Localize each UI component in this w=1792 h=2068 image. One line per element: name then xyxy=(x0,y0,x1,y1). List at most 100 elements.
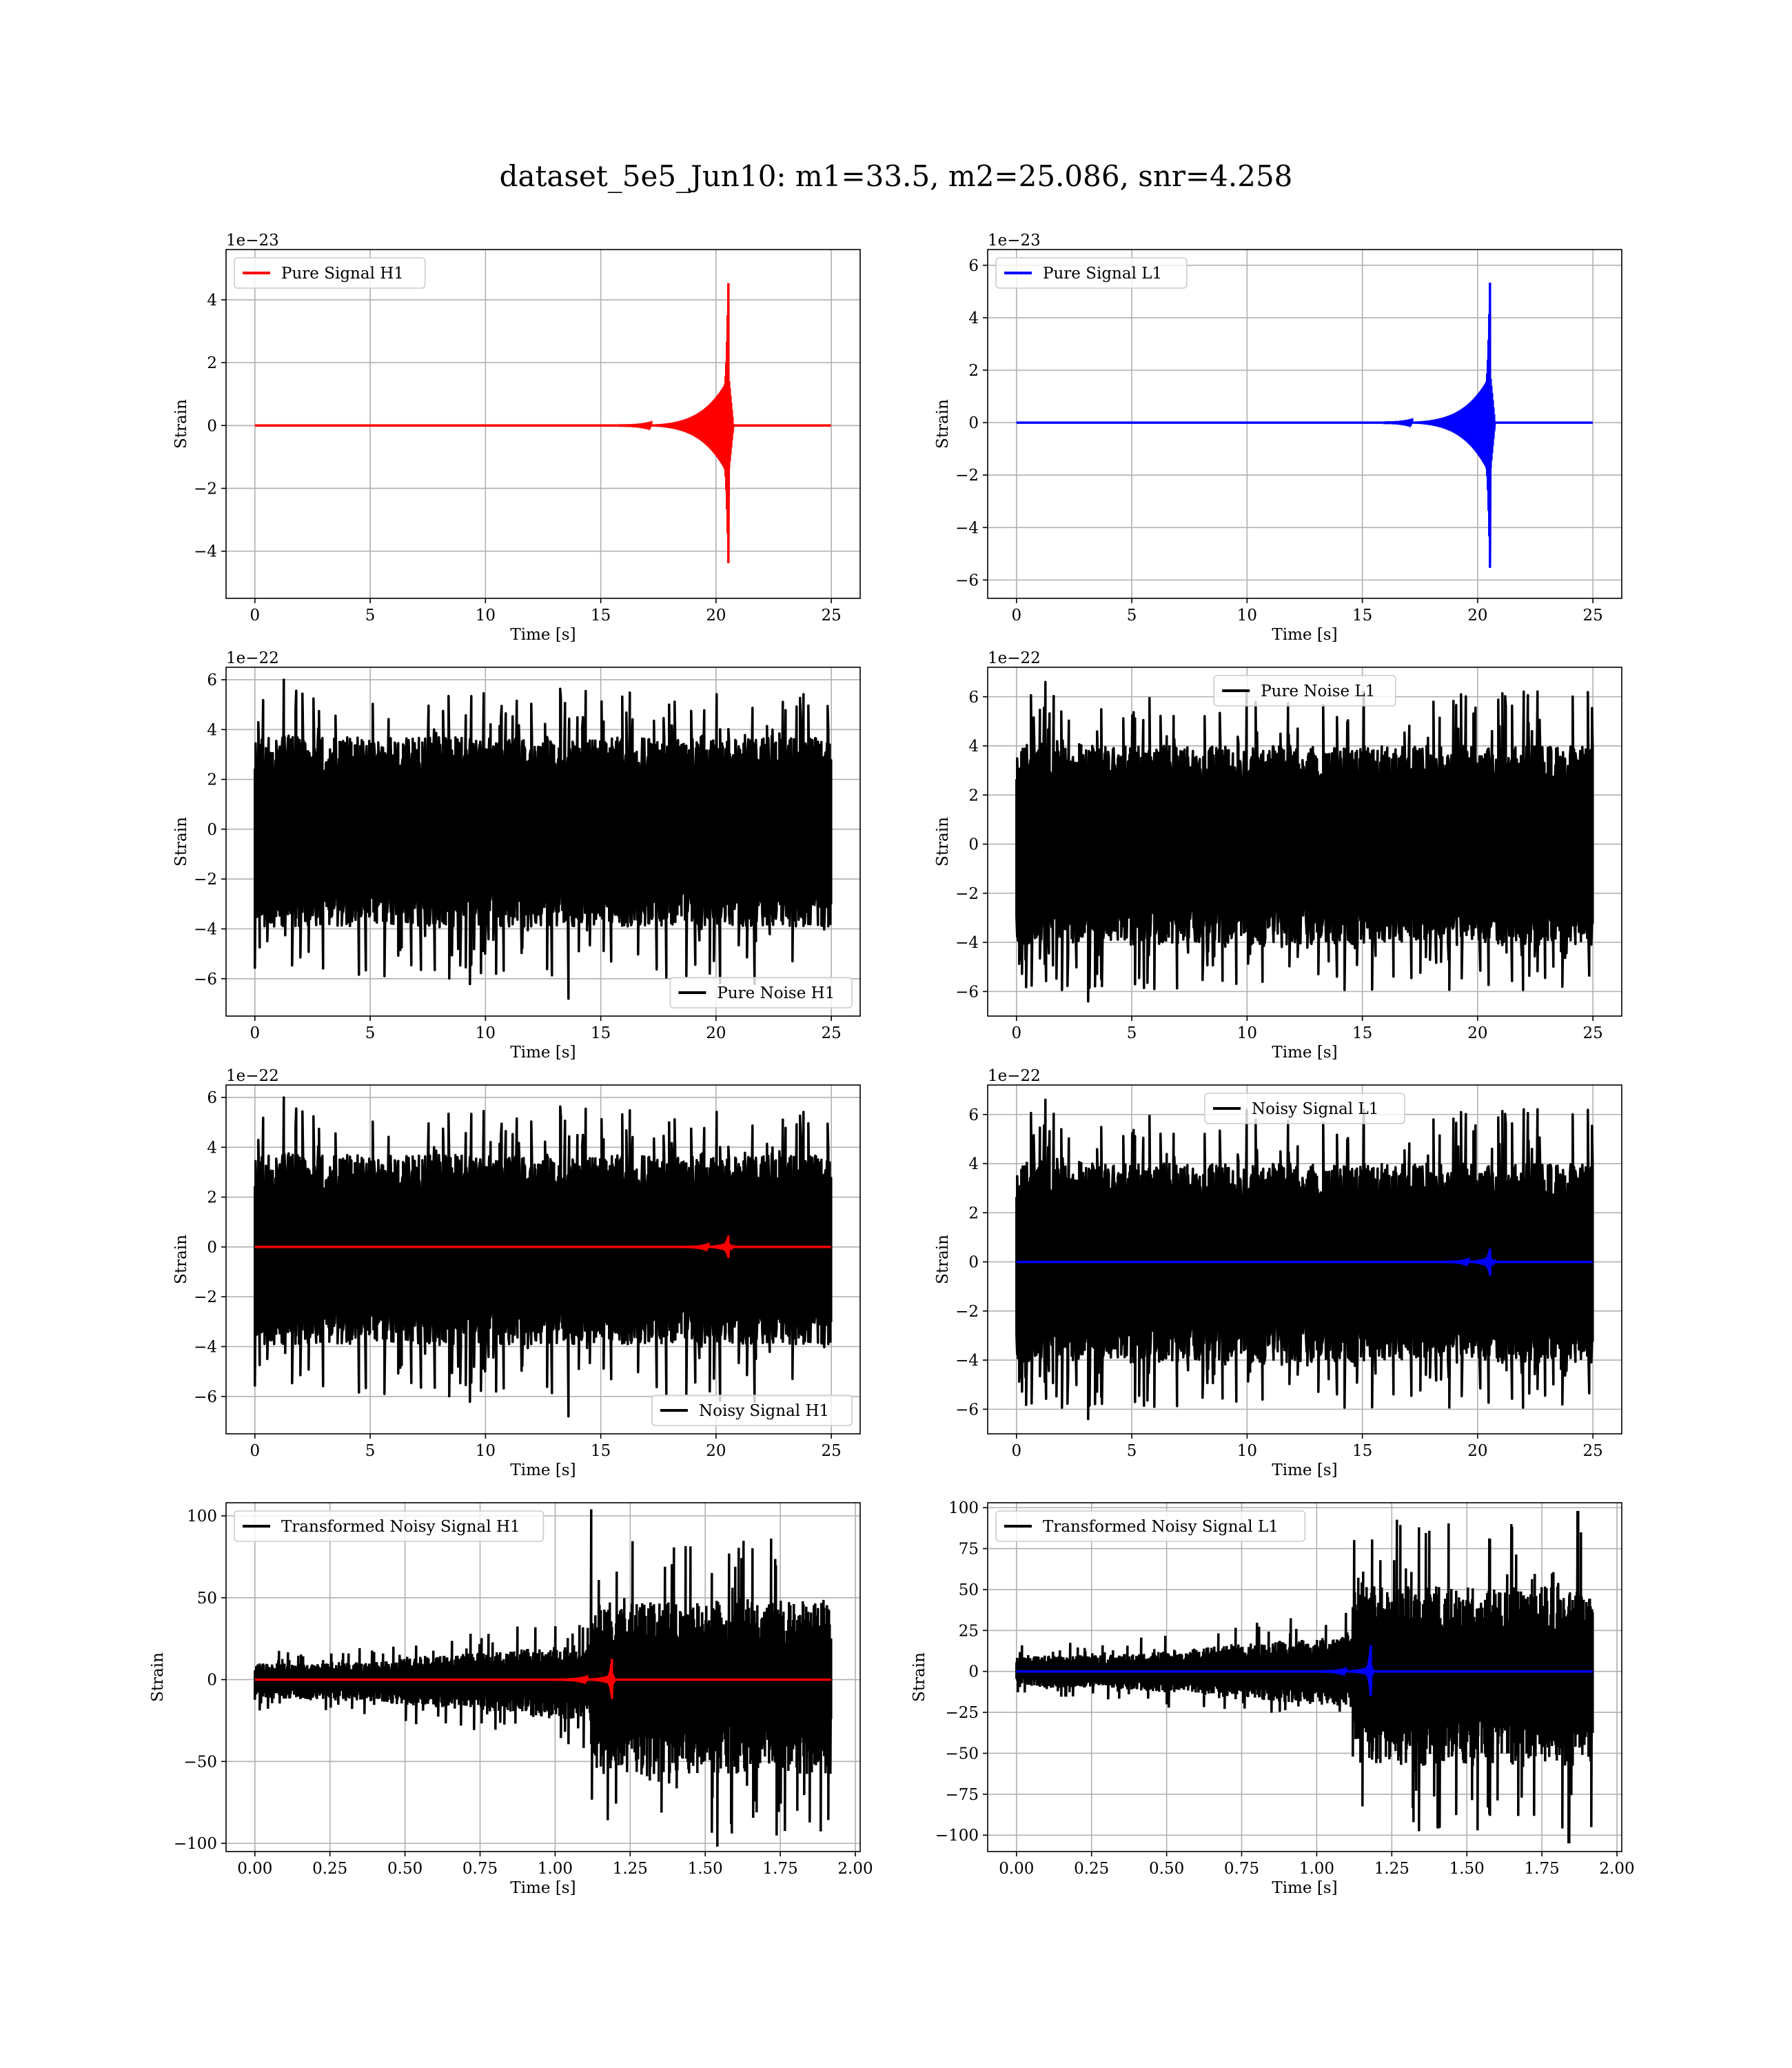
y-tick-label: 25 xyxy=(959,1622,979,1640)
x-tick-label: 0 xyxy=(1011,607,1021,625)
axes-frame xyxy=(225,1084,861,1435)
x-tick-label: 5 xyxy=(365,1442,376,1460)
x-tick-label: 5 xyxy=(1127,1442,1137,1460)
x-tick-label: 0.00 xyxy=(237,1860,272,1878)
y-tick-label: −2 xyxy=(955,885,979,903)
x-tick-label: 20 xyxy=(706,1024,726,1042)
y-axis-label: Strain xyxy=(934,817,952,866)
x-tick-label: 10 xyxy=(1237,1442,1257,1460)
y-offset-label: 1e−22 xyxy=(226,649,279,667)
y-tick-label: −2 xyxy=(194,480,217,498)
x-axis-label: Time [s] xyxy=(510,1044,576,1062)
x-tick-label: 25 xyxy=(1583,607,1603,625)
x-axis-label: Time [s] xyxy=(1272,1879,1337,1897)
y-tick-label: −2 xyxy=(955,467,979,485)
y-axis-label: Strain xyxy=(910,1652,928,1702)
x-tick-label: 25 xyxy=(1583,1442,1603,1460)
legend-label: Pure Signal L1 xyxy=(1043,265,1162,283)
x-tick-label: 15 xyxy=(1352,1024,1372,1042)
x-tick-label: 15 xyxy=(1352,1442,1372,1460)
x-tick-label: 0.75 xyxy=(1224,1860,1259,1878)
y-tick-label: −50 xyxy=(183,1753,217,1771)
y-offset-label: 1e−22 xyxy=(988,649,1041,667)
series-line-pure-noise-h1 xyxy=(254,678,833,1000)
y-tick-label: 0 xyxy=(207,1239,217,1257)
y-offset-label: 1e−22 xyxy=(226,1067,279,1085)
y-axis: −100 −75 −50 −25 0 25 50 75 100 Strain xyxy=(910,1499,988,1845)
subplot-transformed-noisy-signal-h1: 0.00 0.25 0.50 0.75 1.00 1.25 1.50 1.75 2.00 Time… xyxy=(149,1502,873,1897)
x-axis-label: Time [s] xyxy=(1272,1044,1337,1062)
y-axis-label: Strain xyxy=(934,399,952,449)
y-tick-label: 100 xyxy=(948,1499,979,1517)
legend: Pure Noise L1 xyxy=(1213,675,1396,707)
legend-label: Transformed Noisy Signal L1 xyxy=(1043,1518,1279,1536)
x-tick-label: 5 xyxy=(365,607,376,625)
y-tick-label: 6 xyxy=(968,257,979,275)
legend-label: Pure Signal H1 xyxy=(281,265,404,283)
legend-box xyxy=(995,257,1188,289)
x-tick-label: 15 xyxy=(591,1442,611,1460)
x-tick-label: 0.50 xyxy=(387,1860,422,1878)
x-tick-label: 10 xyxy=(476,1024,496,1042)
legend-box xyxy=(1204,1093,1405,1124)
x-axis: 0 5 10 15 20 25 Time [s] xyxy=(250,1434,842,1479)
y-axis: −100 −50 0 50 100 Strain xyxy=(149,1508,226,1853)
x-axis-label: Time [s] xyxy=(510,626,576,644)
x-tick-label: 10 xyxy=(476,1442,496,1460)
y-axis: −4 −2 0 2 4 Strain 1e−23 xyxy=(172,232,279,561)
x-tick-label: 15 xyxy=(591,1024,611,1042)
x-tick-label: 0.50 xyxy=(1149,1860,1184,1878)
legend-box xyxy=(1213,675,1396,707)
y-tick-label: −6 xyxy=(955,1401,979,1419)
x-tick-label: 5 xyxy=(1127,607,1137,625)
x-tick-label: 20 xyxy=(1467,607,1487,625)
x-tick-label: 1.00 xyxy=(538,1860,573,1878)
legend: Pure Noise H1 xyxy=(669,977,853,1008)
y-axis-label: Strain xyxy=(172,817,190,866)
legend-label: Noisy Signal H1 xyxy=(699,1402,829,1420)
x-tick-label: 0 xyxy=(1011,1442,1021,1460)
y-axis-label: Strain xyxy=(172,399,190,449)
y-tick-label: 4 xyxy=(968,310,979,327)
x-tick-label: 25 xyxy=(822,607,842,625)
y-tick-label: 0 xyxy=(968,1663,979,1681)
x-tick-label: 1.25 xyxy=(613,1860,648,1878)
x-tick-label: 0 xyxy=(1011,1024,1021,1042)
y-offset-label: 1e−23 xyxy=(226,232,279,250)
y-tick-label: −2 xyxy=(194,1288,217,1306)
x-tick-label: 20 xyxy=(1467,1024,1487,1042)
x-axis-label: Time [s] xyxy=(510,1879,576,1897)
series-line-signal-overlay xyxy=(254,1659,831,1699)
subplot-noisy-signal-h1: 0 5 10 15 20 25 Time [s] −6 −4 −2 0 2 4 6 Strain 1e−22 N… xyxy=(172,1067,861,1479)
x-tick-label: 0.25 xyxy=(1074,1860,1109,1878)
subplot-pure-signal-h1: 0 5 10 15 20 25 Time [s] −4 −2 0 2 4 Strain 1e−23Pure… xyxy=(172,232,861,644)
x-tick-label: 0 xyxy=(250,1024,260,1042)
series-line-pure-signal-l1 xyxy=(1016,282,1593,568)
x-tick-label: 20 xyxy=(1467,1442,1487,1460)
x-tick-label: 10 xyxy=(1237,1024,1257,1042)
axes-frame xyxy=(225,249,861,599)
legend: Noisy Signal L1 xyxy=(1204,1093,1405,1124)
y-tick-label: −2 xyxy=(955,1303,979,1321)
x-tick-label: 20 xyxy=(706,607,726,625)
y-tick-label: 2 xyxy=(968,1204,979,1222)
x-tick-label: 25 xyxy=(822,1442,842,1460)
x-tick-label: 0.00 xyxy=(999,1860,1034,1878)
legend-box xyxy=(651,1395,853,1426)
axes-frame xyxy=(225,667,861,1017)
y-axis: −6 −4 −2 0 2 4 6 Strain 1e−22 xyxy=(934,649,1041,1001)
y-axis-label: Strain xyxy=(934,1235,952,1284)
series-line-signal-overlay xyxy=(254,1235,831,1259)
legend-box xyxy=(995,1510,1306,1542)
x-tick-label: 1.75 xyxy=(1525,1860,1560,1878)
y-axis: −6 −4 −2 0 2 4 6 Strain 1e−22 xyxy=(934,1067,1041,1419)
y-tick-label: 0 xyxy=(207,417,217,435)
series-line-signal-overlay xyxy=(1016,1645,1593,1696)
legend-box xyxy=(234,257,426,289)
y-tick-label: 4 xyxy=(968,1155,979,1173)
axes-frame xyxy=(987,249,1622,599)
legend: Pure Signal L1 xyxy=(995,257,1188,289)
legend-box xyxy=(669,977,853,1008)
x-tick-label: 0 xyxy=(250,607,260,625)
y-tick-label: 50 xyxy=(959,1581,979,1599)
